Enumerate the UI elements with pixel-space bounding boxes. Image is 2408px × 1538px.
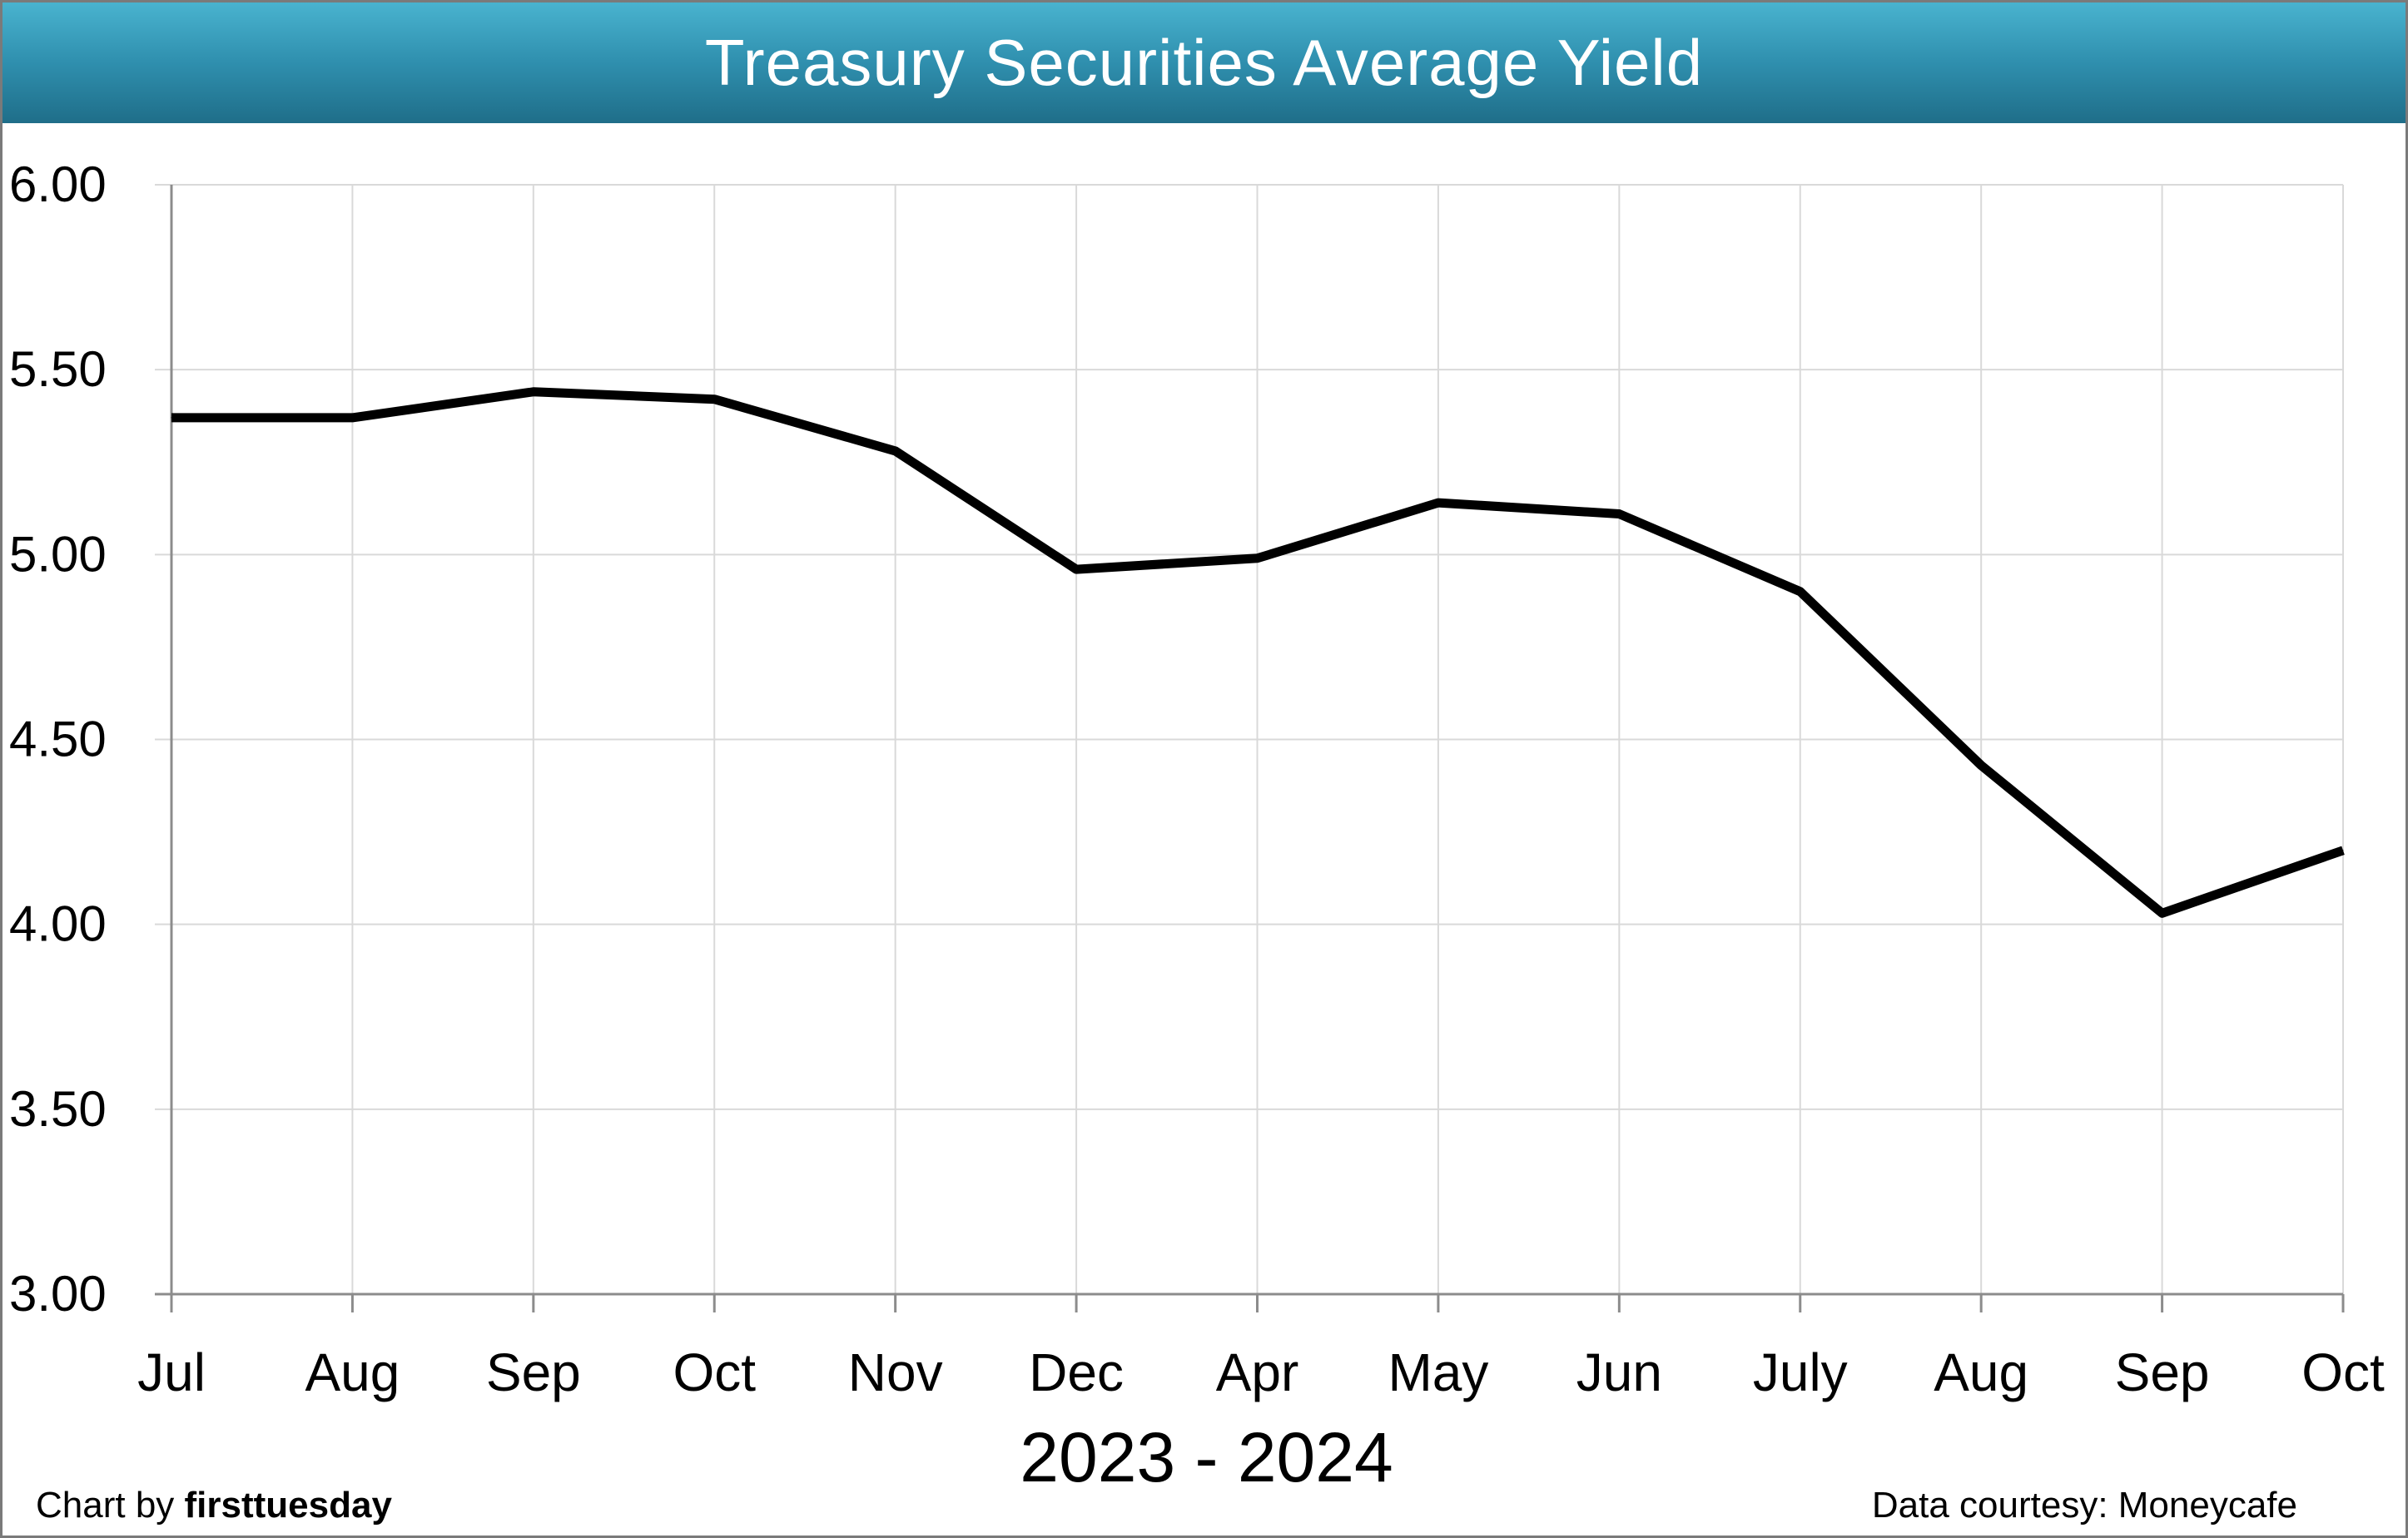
yield-data-point (895, 450, 896, 452)
y-tick-label: 4.00 (9, 896, 107, 952)
x-tick-label: Jun (1576, 1342, 1662, 1402)
yield-data-point (533, 391, 534, 393)
x-axis-title: 2023 - 2024 (1020, 1418, 1393, 1496)
y-tick-label: 6.00 (9, 156, 107, 212)
y-tick-labels: 6.00 5.50 5.00 4.50 4.00 3.50 3.00 (9, 156, 107, 1322)
axis-layer (155, 185, 2345, 1312)
yield-data-point (171, 417, 172, 419)
title-banner: Treasury Securities Average Yield (2, 2, 2406, 123)
y-tick-label: 5.50 (9, 341, 107, 397)
credit-brand: firsttuesday (184, 1485, 392, 1526)
chart-title: Treasury Securities Average Yield (704, 26, 1704, 99)
x-tick-labels: Jul Aug Sep Oct Nov Dec Apr May Jun July Aug Sep Oct (137, 1342, 2385, 1402)
x-tick-label: May (1388, 1342, 1488, 1402)
yield-data-point (1980, 765, 1982, 767)
yield-data-point (1618, 513, 1620, 514)
x-tick-label: Aug (305, 1342, 400, 1402)
x-tick-label: Oct (2301, 1342, 2385, 1402)
yield-data-point (1075, 568, 1077, 570)
series-layer (171, 387, 2345, 918)
yield-data-point (2342, 850, 2344, 851)
x-tick-label: Apr (1216, 1342, 1299, 1402)
yield-data-point (1437, 502, 1439, 504)
y-tick-label: 4.50 (9, 712, 107, 767)
x-tick-label: Sep (2115, 1342, 2210, 1402)
x-tick-label: Aug (1934, 1342, 2028, 1402)
y-tick-label: 5.00 (9, 526, 107, 582)
x-tick-label: Nov (848, 1342, 943, 1402)
x-tick-label: July (1753, 1342, 1848, 1402)
grid-layer (155, 184, 2344, 1294)
x-tick-label: Sep (486, 1342, 581, 1402)
data-source: Data courtesy: Moneycafe (1871, 1485, 2297, 1526)
y-tick-label: 3.00 (9, 1266, 107, 1322)
x-tick-label: Oct (673, 1342, 756, 1402)
chart-credit: Chart by firsttuesday (36, 1485, 392, 1526)
y-tick-label: 3.50 (9, 1081, 107, 1137)
yield-data-point (351, 417, 353, 419)
credit-prefix: Chart by (36, 1485, 185, 1526)
x-tick-label: Dec (1029, 1342, 1124, 1402)
x-tick-label: Jul (137, 1342, 206, 1402)
